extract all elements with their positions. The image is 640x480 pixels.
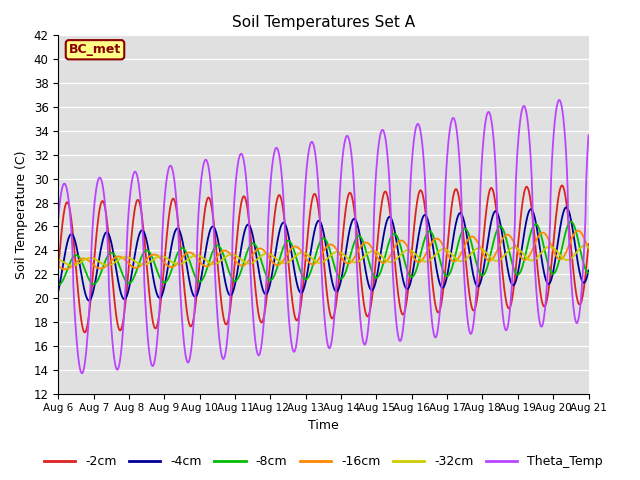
- -8cm: [253, 244, 260, 250]
- -16cm: [271, 261, 279, 267]
- -4cm: [54, 288, 62, 294]
- -2cm: [417, 187, 424, 193]
- -32cm: [168, 259, 175, 264]
- -16cm: [417, 259, 424, 264]
- Y-axis label: Soil Temperature (C): Soil Temperature (C): [15, 150, 28, 279]
- -16cm: [574, 228, 582, 233]
- Title: Soil Temperatures Set A: Soil Temperatures Set A: [232, 15, 415, 30]
- Line: -4cm: -4cm: [58, 207, 589, 300]
- -4cm: [417, 223, 424, 228]
- Theta_Temp: [78, 371, 86, 376]
- -8cm: [168, 268, 175, 274]
- Theta_Temp: [556, 97, 563, 103]
- -2cm: [274, 195, 282, 201]
- Theta_Temp: [585, 132, 593, 138]
- -4cm: [271, 254, 279, 260]
- -8cm: [417, 253, 424, 259]
- -2cm: [168, 198, 175, 204]
- -16cm: [85, 258, 93, 264]
- -16cm: [253, 247, 260, 252]
- -2cm: [253, 300, 260, 305]
- Line: Theta_Temp: Theta_Temp: [58, 100, 589, 373]
- Theta_Temp: [253, 348, 260, 354]
- -8cm: [84, 276, 92, 282]
- -32cm: [54, 256, 62, 262]
- -8cm: [273, 264, 281, 270]
- Line: -32cm: -32cm: [58, 246, 589, 265]
- -32cm: [68, 263, 76, 268]
- -4cm: [85, 298, 93, 303]
- Legend: -2cm, -4cm, -8cm, -16cm, -32cm, Theta_Temp: -2cm, -4cm, -8cm, -16cm, -32cm, Theta_Te…: [39, 450, 608, 473]
- Line: -8cm: -8cm: [58, 222, 589, 285]
- -32cm: [274, 257, 282, 263]
- Theta_Temp: [85, 312, 93, 318]
- Theta_Temp: [417, 128, 424, 134]
- -32cm: [417, 256, 424, 262]
- -8cm: [567, 219, 575, 225]
- -16cm: [61, 266, 69, 272]
- -4cm: [585, 268, 593, 274]
- -4cm: [274, 238, 282, 243]
- -8cm: [54, 282, 62, 288]
- -8cm: [585, 270, 593, 276]
- Line: -16cm: -16cm: [58, 230, 589, 269]
- -16cm: [168, 264, 175, 270]
- -16cm: [274, 262, 282, 268]
- Text: BC_met: BC_met: [69, 43, 121, 56]
- -2cm: [271, 210, 279, 216]
- Theta_Temp: [54, 216, 62, 221]
- -2cm: [558, 182, 566, 188]
- -32cm: [581, 243, 589, 249]
- -16cm: [585, 246, 593, 252]
- -32cm: [85, 255, 93, 261]
- Theta_Temp: [168, 165, 175, 170]
- Line: -2cm: -2cm: [58, 185, 589, 332]
- -4cm: [168, 242, 175, 248]
- Theta_Temp: [274, 146, 282, 152]
- -16cm: [54, 263, 62, 269]
- -2cm: [54, 265, 62, 271]
- -4cm: [253, 256, 260, 262]
- Theta_Temp: [271, 147, 279, 153]
- -8cm: [271, 272, 278, 278]
- -2cm: [81, 329, 89, 335]
- -32cm: [585, 244, 593, 250]
- -4cm: [84, 298, 92, 303]
- -32cm: [253, 257, 260, 263]
- -2cm: [585, 241, 593, 247]
- X-axis label: Time: Time: [308, 419, 339, 432]
- -32cm: [271, 255, 279, 261]
- -2cm: [85, 312, 93, 318]
- -4cm: [563, 204, 570, 210]
